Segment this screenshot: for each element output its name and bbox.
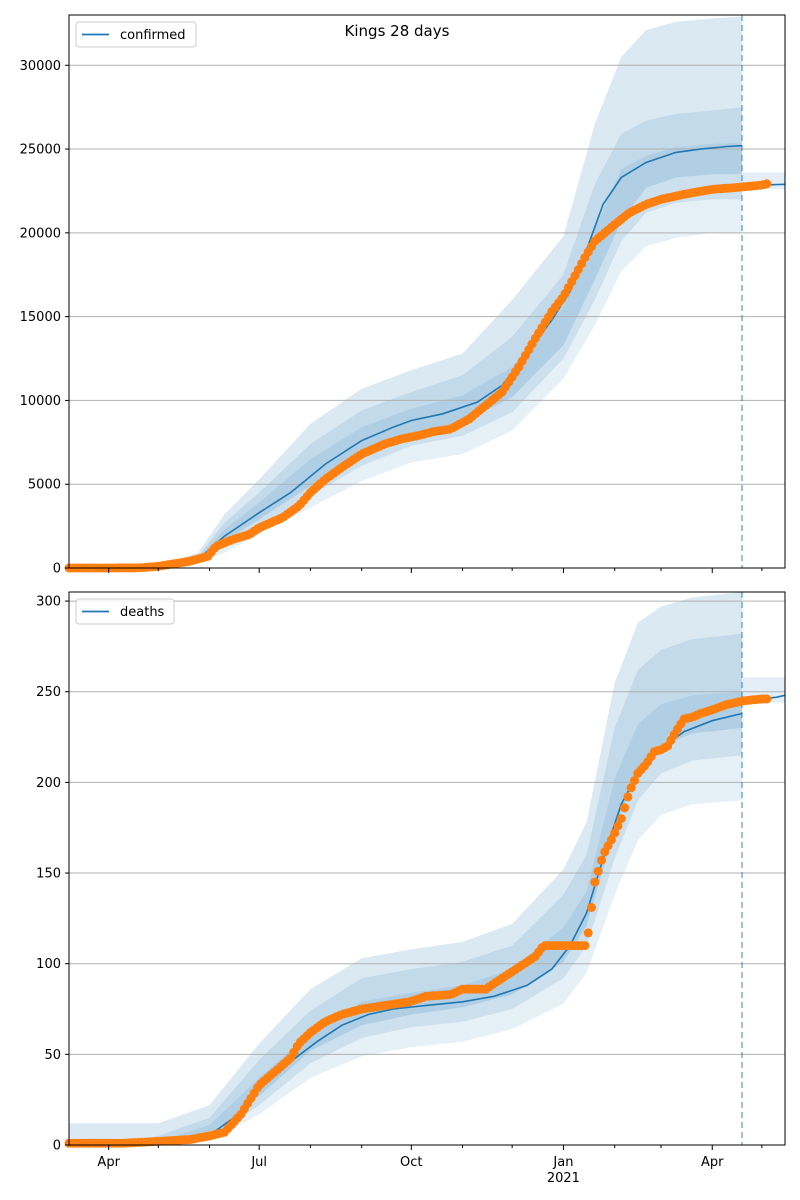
x-tick-label: Apr bbox=[701, 1155, 724, 1170]
confidence-band bbox=[69, 633, 742, 1145]
observed-point bbox=[590, 877, 600, 887]
observed-point bbox=[587, 903, 596, 912]
axes-frame bbox=[68, 591, 786, 1146]
y-tick-label: 150 bbox=[36, 867, 61, 882]
y-tick-label: 15000 bbox=[20, 310, 61, 325]
y-tick-label: 20000 bbox=[20, 226, 61, 241]
observed-point bbox=[606, 835, 616, 845]
observed-point bbox=[583, 928, 593, 938]
y-tick-label: 200 bbox=[36, 776, 61, 791]
deaths-observed-points bbox=[64, 694, 772, 1148]
observed-point bbox=[623, 792, 633, 802]
y-tick-label: 50 bbox=[44, 1048, 61, 1063]
deaths-legend: deaths bbox=[75, 598, 175, 625]
legend-label-deaths: deaths bbox=[120, 605, 165, 620]
y-tick-label: 100 bbox=[36, 957, 61, 972]
y-tick-label: 10000 bbox=[20, 394, 61, 409]
y-tick-label: 0 bbox=[53, 562, 61, 577]
observed-point bbox=[630, 776, 639, 786]
y-tick-label: 300 bbox=[36, 595, 61, 610]
observed-point bbox=[593, 866, 603, 876]
observed-point bbox=[626, 783, 636, 793]
x-tick-label: Jan bbox=[552, 1155, 573, 1170]
figure-title: Kings 28 days bbox=[345, 22, 450, 40]
observed-point bbox=[616, 814, 626, 824]
confidence-band bbox=[69, 142, 742, 568]
deaths-axes bbox=[68, 591, 786, 1146]
y-tick-label: 0 bbox=[53, 1139, 61, 1154]
x-tick-label: Oct bbox=[400, 1155, 422, 1170]
confidence-band bbox=[69, 16, 742, 568]
confirmed-legend: confirmed bbox=[75, 21, 197, 48]
x-tick-label: Apr bbox=[97, 1155, 120, 1170]
legend-box bbox=[75, 21, 197, 48]
x-tick-year-label: 2021 bbox=[547, 1171, 580, 1186]
observed-point bbox=[597, 855, 606, 865]
confidence-band bbox=[69, 592, 742, 1145]
observed-point bbox=[762, 694, 772, 704]
observed-point bbox=[580, 941, 590, 951]
confirmed-ticks: 0 5000 10000 15000 20000 25000 30000 bbox=[20, 59, 763, 577]
axes-frame bbox=[68, 14, 786, 569]
y-tick-label: 250 bbox=[36, 685, 61, 700]
observed-point bbox=[610, 828, 620, 838]
confirmed-axes bbox=[68, 14, 786, 569]
y-tick-label: 5000 bbox=[28, 478, 61, 493]
legend-box bbox=[75, 598, 175, 625]
y-tick-label: 25000 bbox=[20, 143, 61, 158]
confirmed-panel: 0 5000 10000 15000 20000 25000 30000 confirmed bbox=[20, 14, 786, 577]
confirmed-observed-points bbox=[64, 179, 772, 573]
median-line bbox=[69, 144, 743, 569]
legend-label-confirmed: confirmed bbox=[120, 28, 186, 43]
x-tick-label: Jul bbox=[250, 1155, 267, 1170]
observed-point bbox=[762, 179, 772, 189]
observed-point bbox=[613, 821, 623, 831]
observed-point bbox=[620, 803, 630, 813]
y-tick-label: 30000 bbox=[20, 59, 61, 74]
